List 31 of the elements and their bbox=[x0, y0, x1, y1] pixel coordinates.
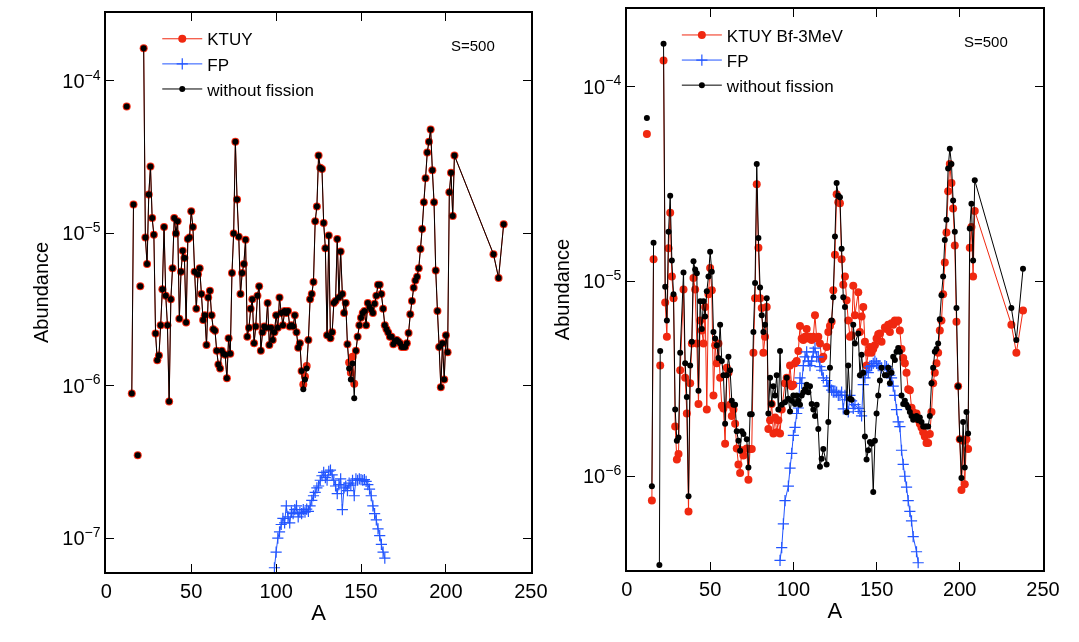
y-tick-label: 10$^{−4}$ bbox=[582, 72, 622, 98]
legend-label: without fission bbox=[725, 76, 834, 96]
x-tick-label: 150 bbox=[859, 577, 894, 600]
legend-label: KTUY Bf-3MeV bbox=[726, 26, 844, 46]
x-tick-label: 200 bbox=[429, 579, 463, 602]
x-axis-title: A bbox=[827, 598, 843, 624]
x-tick-label: 150 bbox=[344, 579, 378, 602]
y-tick-label: 10$^{−6}$ bbox=[62, 371, 101, 397]
y-tick-label: 10$^{−4}$ bbox=[62, 66, 101, 92]
x-tick-label: 100 bbox=[776, 577, 811, 600]
x-tick-label: 250 bbox=[514, 579, 548, 602]
x-tick-label: 0 bbox=[621, 577, 633, 600]
x-tick-label: 0 bbox=[100, 579, 112, 602]
legend-label: without fission bbox=[206, 80, 315, 100]
x-tick-label: 100 bbox=[259, 579, 293, 602]
legend-label: FP bbox=[726, 51, 749, 71]
annotation: S=500 bbox=[964, 33, 1008, 50]
legend-label: KTUY bbox=[207, 30, 253, 50]
x-tick-label: 50 bbox=[699, 577, 722, 600]
y-tick-label: 10$^{−5}$ bbox=[582, 267, 622, 293]
y-axis-title: Abundance bbox=[550, 238, 573, 341]
x-axis-title: A bbox=[311, 600, 327, 626]
y-axis-title: Abundance bbox=[30, 241, 53, 344]
annotation: S=500 bbox=[451, 37, 495, 54]
y-tick-label: 10$^{−6}$ bbox=[582, 461, 622, 488]
x-tick-label: 50 bbox=[180, 579, 203, 602]
legend-label: FP bbox=[207, 55, 229, 75]
x-tick-label: 200 bbox=[943, 577, 977, 600]
y-tick-label: 10$^{−7}$ bbox=[62, 523, 101, 550]
x-tick-label: 250 bbox=[1026, 577, 1060, 600]
y-tick-label: 10$^{−5}$ bbox=[62, 219, 101, 245]
